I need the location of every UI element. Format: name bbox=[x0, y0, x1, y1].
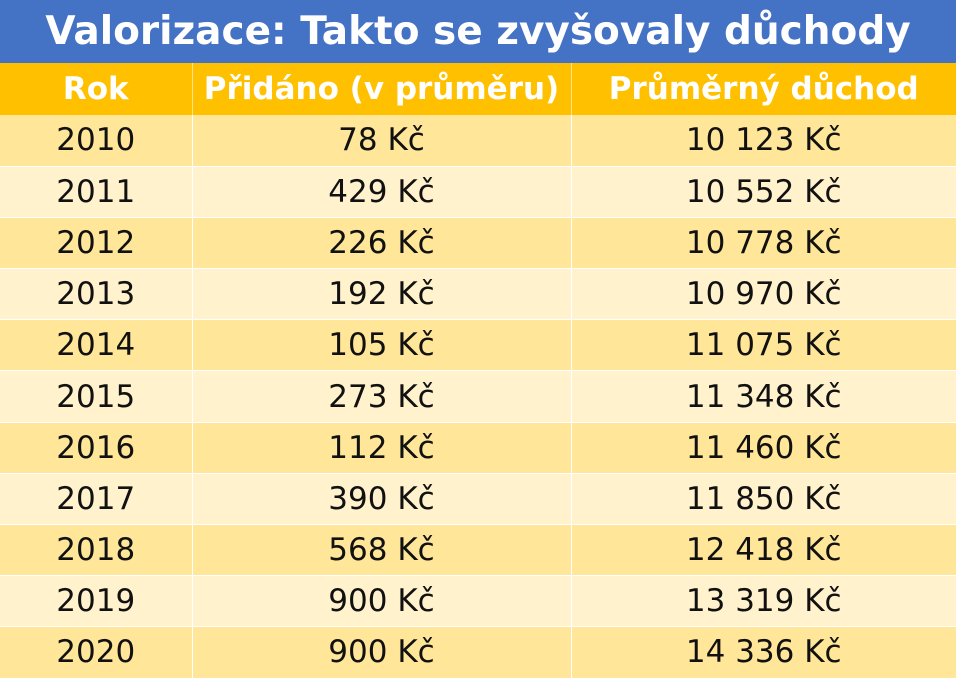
cell-average-pension: 10 552 Kč bbox=[571, 166, 956, 218]
table-row: 2018 568 Kč 12 418 Kč bbox=[0, 524, 956, 577]
cell-average-pension: 11 460 Kč bbox=[571, 422, 956, 474]
cell-added: 900 Kč bbox=[192, 575, 572, 628]
table-row: 2016 112 Kč 11 460 Kč bbox=[0, 422, 956, 474]
table-row: 2015 273 Kč 11 348 Kč bbox=[0, 370, 956, 423]
table-row: 2020 900 Kč 14 336 Kč bbox=[0, 626, 956, 679]
cell-average-pension: 10 123 Kč bbox=[571, 115, 956, 167]
cell-year: 2016 bbox=[0, 422, 193, 474]
cell-year: 2020 bbox=[0, 626, 193, 679]
table-row: 2013 192 Kč 10 970 Kč bbox=[0, 268, 956, 321]
cell-average-pension: 14 336 Kč bbox=[571, 626, 956, 679]
cell-added: 78 Kč bbox=[192, 115, 572, 167]
table-row: 2012 226 Kč 10 778 Kč bbox=[0, 217, 956, 270]
column-header-year: Rok bbox=[0, 63, 193, 115]
cell-added: 568 Kč bbox=[192, 524, 572, 577]
cell-average-pension: 11 348 Kč bbox=[571, 370, 956, 423]
cell-added: 900 Kč bbox=[192, 626, 572, 679]
valorization-table: Rok Přidáno (v průměru) Průměrný důchod … bbox=[0, 63, 956, 679]
cell-average-pension: 11 075 Kč bbox=[571, 319, 956, 372]
cell-added: 390 Kč bbox=[192, 473, 572, 526]
cell-average-pension: 10 970 Kč bbox=[571, 268, 956, 321]
cell-added: 273 Kč bbox=[192, 370, 572, 423]
table-row: 2019 900 Kč 13 319 Kč bbox=[0, 575, 956, 628]
table-row: 2010 78 Kč 10 123 Kč bbox=[0, 115, 956, 167]
cell-year: 2013 bbox=[0, 268, 193, 321]
cell-average-pension: 13 319 Kč bbox=[571, 575, 956, 628]
cell-added: 192 Kč bbox=[192, 268, 572, 321]
cell-added: 429 Kč bbox=[192, 166, 572, 218]
cell-year: 2015 bbox=[0, 370, 193, 423]
cell-added: 105 Kč bbox=[192, 319, 572, 372]
table-header-row: Rok Přidáno (v průměru) Průměrný důchod bbox=[0, 63, 956, 115]
column-header-average-pension: Průměrný důchod bbox=[608, 71, 919, 107]
cell-year: 2019 bbox=[0, 575, 193, 628]
cell-year: 2012 bbox=[0, 217, 193, 270]
cell-average-pension: 11 850 Kč bbox=[571, 473, 956, 526]
cell-year: 2017 bbox=[0, 473, 193, 526]
table-row: 2011 429 Kč 10 552 Kč bbox=[0, 166, 956, 218]
table-title: Valorizace: Takto se zvyšovaly důchody bbox=[0, 0, 956, 63]
cell-year: 2014 bbox=[0, 319, 193, 372]
cell-year: 2018 bbox=[0, 524, 193, 577]
cell-average-pension: 12 418 Kč bbox=[571, 524, 956, 577]
table-row: 2017 390 Kč 11 850 Kč bbox=[0, 473, 956, 526]
table-row: 2014 105 Kč 11 075 Kč bbox=[0, 319, 956, 372]
cell-average-pension: 10 778 Kč bbox=[571, 217, 956, 270]
cell-year: 2010 bbox=[0, 115, 193, 167]
column-header-added: Přidáno (v průměru) bbox=[192, 63, 572, 115]
cell-year: 2011 bbox=[0, 166, 193, 218]
cell-added: 226 Kč bbox=[192, 217, 572, 270]
cell-added: 112 Kč bbox=[192, 422, 572, 474]
